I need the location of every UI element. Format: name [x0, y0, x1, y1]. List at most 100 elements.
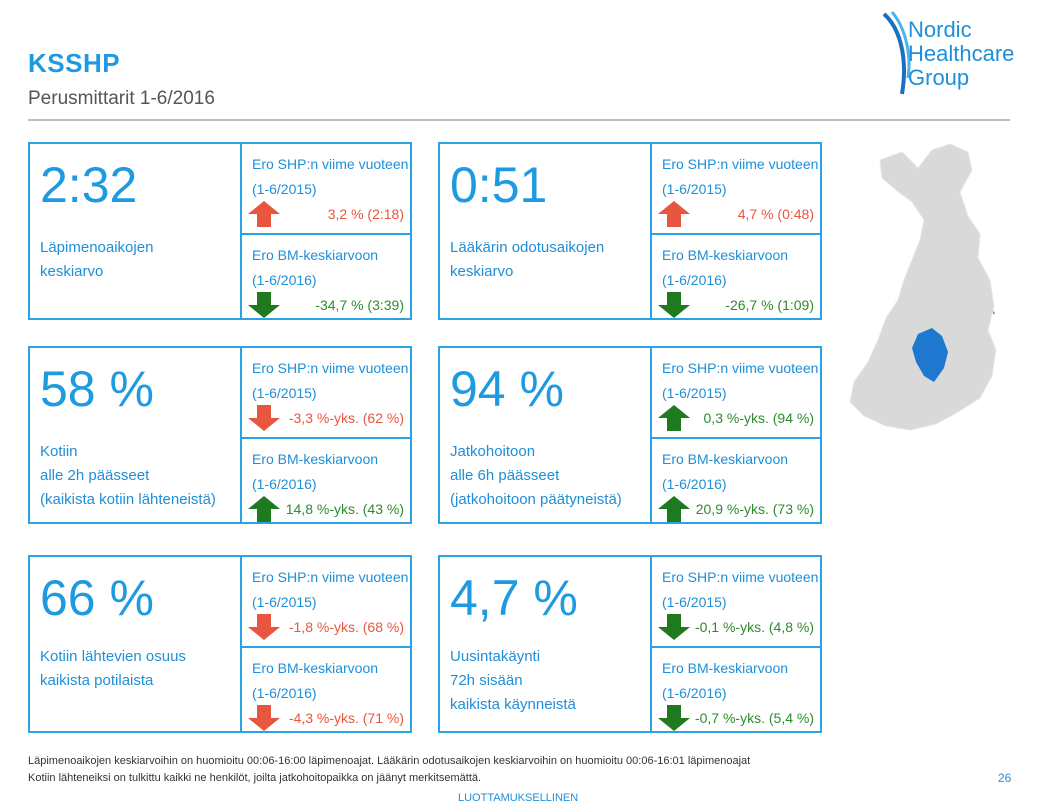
page-title: KSSHP	[28, 48, 121, 78]
comparison-period: (1-6/2016)	[252, 272, 317, 288]
arrow-down-icon	[658, 292, 690, 318]
comparison-value: -34,7 % (3:39)	[315, 297, 404, 313]
metric-desc-line: Läpimenoaikojen	[40, 239, 154, 256]
metric-card-revisit-72h: 4,7 % Uusintakäynti 72h sisään kaikista …	[438, 555, 822, 733]
comparison-benchmark: Ero BM-keskiarvoon (1-6/2016) 20,9 %-yks…	[652, 437, 822, 526]
logo-line1: Nordic	[908, 17, 972, 42]
comparison-benchmark: Ero BM-keskiarvoon (1-6/2016) -34,7 % (3…	[242, 233, 412, 322]
metric-desc-line: alle 6h päässeet	[450, 467, 560, 484]
comparison-value: -0,1 %-yks. (4,8 %)	[694, 619, 814, 635]
comparison-label: Ero SHP:n viime vuoteen	[252, 569, 409, 585]
footnote-2: Kotiin lähteneiksi on tulkittu kaikki ne…	[28, 772, 482, 784]
metric-card-home-share: 66 % Kotiin lähtevien osuus kaikista pot…	[28, 555, 412, 733]
metric-value: 66 %	[40, 570, 154, 626]
comparison-value: 20,9 %-yks. (73 %)	[695, 501, 814, 517]
comparison-period: (1-6/2015)	[662, 594, 727, 610]
metric-desc-line: (kaikista kotiin lähteneistä)	[40, 491, 216, 508]
comparison-period: (1-6/2016)	[662, 476, 727, 492]
comparison-prev-year: Ero SHP:n viime vuoteen (1-6/2015) 3,2 %…	[242, 144, 412, 231]
arrow-down-icon	[248, 705, 280, 731]
comparison-value: -1,8 %-yks. (68 %)	[288, 619, 404, 635]
arrow-up-icon	[248, 496, 280, 522]
arrow-down-icon	[658, 614, 690, 640]
comparison-prev-year: Ero SHP:n viime vuoteen (1-6/2015) -3,3 …	[242, 348, 412, 435]
arrow-down-icon	[248, 405, 280, 431]
comparison-label: Ero BM-keskiarvoon	[662, 451, 789, 467]
comparison-label: Ero BM-keskiarvoon	[252, 660, 379, 676]
footnote-1: Läpimenoaikojen keskiarvoihin on huomioi…	[28, 755, 751, 767]
metric-desc-line: kaikista potilaista	[40, 672, 154, 689]
metric-desc-line: Kotiin	[40, 443, 78, 460]
comparison-prev-year: Ero SHP:n viime vuoteen (1-6/2015) 0,3 %…	[652, 348, 822, 435]
arrow-up-icon	[248, 201, 280, 227]
comparison-benchmark: Ero BM-keskiarvoon (1-6/2016) -0,7 %-yks…	[652, 646, 822, 735]
comparison-label: Ero SHP:n viime vuoteen	[662, 156, 819, 172]
comparison-value: 4,7 % (0:48)	[737, 206, 814, 222]
metric-value: 2:32	[40, 157, 138, 213]
header-divider	[28, 119, 1010, 121]
metric-desc-line: kaikista käynneistä	[450, 696, 576, 713]
metric-value: 94 %	[450, 361, 564, 417]
confidential-label: LUOTTAMUKSELLINEN	[458, 792, 579, 804]
logo-line2: Healthcare	[908, 41, 1015, 66]
arrow-down-icon	[248, 614, 280, 640]
arrow-up-icon	[658, 496, 690, 522]
comparison-label: Ero BM-keskiarvoon	[252, 247, 379, 263]
metric-card-doctor-wait: 0:51 Lääkärin odotusaikojen keskiarvo Er…	[438, 142, 822, 320]
finland-map	[849, 143, 997, 431]
metric-card-home-under-2h: 58 % Kotiin alle 2h päässeet (kaikista k…	[28, 346, 412, 524]
comparison-period: (1-6/2016)	[662, 685, 727, 701]
metric-desc-line: alle 2h päässeet	[40, 467, 150, 484]
arrow-up-icon	[658, 405, 690, 431]
comparison-label: Ero SHP:n viime vuoteen	[662, 360, 819, 376]
comparison-period: (1-6/2015)	[252, 594, 317, 610]
metric-desc-line: Kotiin lähtevien osuus	[40, 648, 186, 665]
comparison-prev-year: Ero SHP:n viime vuoteen (1-6/2015) -0,1 …	[652, 557, 822, 644]
metric-desc-line: 72h sisään	[450, 672, 523, 689]
comparison-label: Ero SHP:n viime vuoteen	[252, 360, 409, 376]
comparison-benchmark: Ero BM-keskiarvoon (1-6/2016) 14,8 %-yks…	[242, 437, 412, 526]
logo-line3: Group	[908, 65, 970, 90]
comparison-period: (1-6/2016)	[252, 685, 317, 701]
comparison-value: 3,2 % (2:18)	[327, 206, 404, 222]
comparison-label: Ero BM-keskiarvoon	[662, 247, 789, 263]
comparison-prev-year: Ero SHP:n viime vuoteen (1-6/2015) 4,7 %…	[652, 144, 822, 231]
metric-desc-line: (jatkohoitoon päätyneistä)	[450, 491, 622, 508]
page-number: 26	[998, 771, 1012, 785]
metric-card-throughput: 2:32 Läpimenoaikojen keskiarvo Ero SHP:n…	[28, 142, 412, 320]
comparison-label: Ero BM-keskiarvoon	[662, 660, 789, 676]
comparison-value: 0,3 %-yks. (94 %)	[703, 410, 814, 426]
comparison-period: (1-6/2015)	[662, 385, 727, 401]
comparison-period: (1-6/2016)	[252, 476, 317, 492]
comparison-label: Ero SHP:n viime vuoteen	[662, 569, 819, 585]
page-subtitle: Perusmittarit 1-6/2016	[28, 88, 215, 109]
arrow-down-icon	[248, 292, 280, 318]
comparison-label: Ero BM-keskiarvoon	[252, 451, 379, 467]
metric-value: 4,7 %	[450, 570, 578, 626]
metric-value: 58 %	[40, 361, 154, 417]
metric-desc-line: keskiarvo	[40, 263, 104, 280]
comparison-value: -0,7 %-yks. (5,4 %)	[694, 710, 814, 726]
comparison-period: (1-6/2015)	[252, 385, 317, 401]
comparison-value: 14,8 %-yks. (43 %)	[285, 501, 404, 517]
comparison-period: (1-6/2015)	[252, 181, 317, 197]
metric-desc-line: Lääkärin odotusaikojen	[450, 239, 605, 256]
metric-value: 0:51	[450, 157, 548, 213]
comparison-value: -4,3 %-yks. (71 %)	[288, 710, 404, 726]
metric-card-followup-under-6h: 94 % Jatkohoitoon alle 6h päässeet (jatk…	[438, 346, 822, 524]
comparison-period: (1-6/2015)	[662, 181, 727, 197]
nordic-healthcare-group-logo: Nordic Healthcare Group	[878, 8, 1018, 98]
comparison-label: Ero SHP:n viime vuoteen	[252, 156, 409, 172]
arrow-down-icon	[658, 705, 690, 731]
comparison-period: (1-6/2016)	[662, 272, 727, 288]
logo-swoosh-icon	[882, 11, 911, 95]
metric-desc-line: Uusintakäynti	[450, 648, 541, 665]
comparison-benchmark: Ero BM-keskiarvoon (1-6/2016) -4,3 %-yks…	[242, 646, 412, 735]
metric-desc-line: keskiarvo	[450, 263, 514, 280]
arrow-up-icon	[658, 201, 690, 227]
comparison-value: -26,7 % (1:09)	[725, 297, 814, 313]
comparison-value: -3,3 %-yks. (62 %)	[288, 410, 404, 426]
metric-desc-line: Jatkohoitoon	[450, 443, 536, 460]
comparison-benchmark: Ero BM-keskiarvoon (1-6/2016) -26,7 % (1…	[652, 233, 822, 322]
region-highlight	[912, 328, 948, 382]
